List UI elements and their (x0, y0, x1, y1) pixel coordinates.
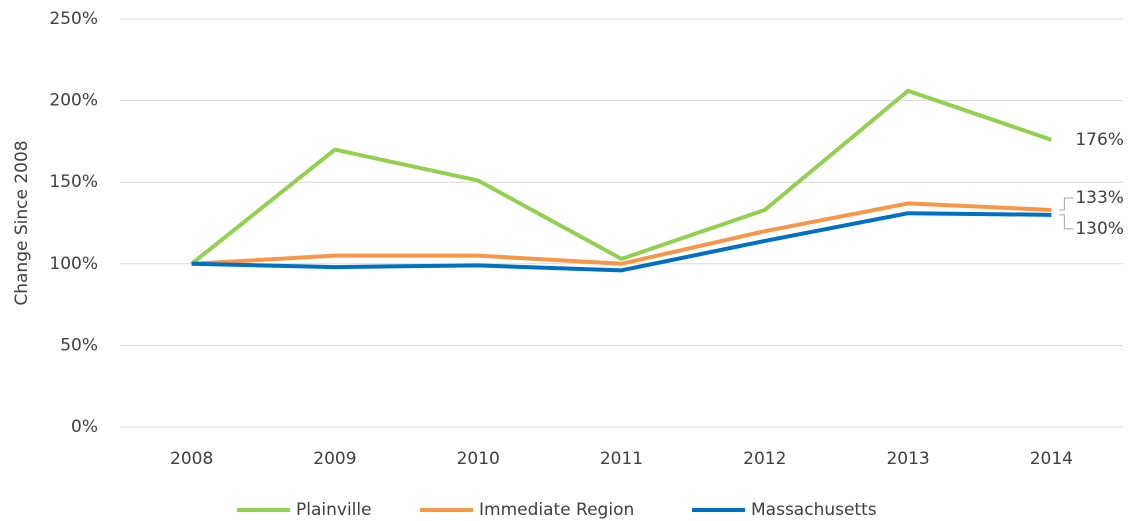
data-label: 176% (1075, 130, 1124, 150)
x-tick-label: 2011 (600, 449, 643, 469)
series-line (191, 211, 1052, 273)
x-tick-label: 2013 (886, 449, 929, 469)
leader-line (1059, 197, 1074, 211)
x-tick-label: 2009 (313, 449, 356, 469)
x-tick-label: 2008 (170, 449, 213, 469)
y-tick-label: 100% (49, 254, 98, 274)
x-tick-label: 2010 (457, 449, 500, 469)
legend-label: Massachusetts (751, 500, 877, 520)
y-axis-label: Change Since 2008 (12, 140, 32, 305)
leader-line (1059, 214, 1074, 230)
y-tick-label: 250% (49, 9, 98, 29)
series-line (191, 201, 1052, 266)
legend-label: Plainville (296, 500, 372, 520)
series-line (190, 88, 1053, 266)
x-tick-label: 2014 (1030, 449, 1073, 469)
y-tick-label: 50% (60, 335, 98, 355)
y-tick-label: 200% (49, 91, 98, 111)
y-tick-label: 150% (49, 172, 98, 192)
y-tick-label: 0% (71, 417, 98, 437)
legend-label: Immediate Region (479, 500, 634, 520)
x-tick-label: 2012 (743, 449, 786, 469)
data-label: 133% (1075, 188, 1124, 208)
data-label: 130% (1075, 219, 1124, 239)
